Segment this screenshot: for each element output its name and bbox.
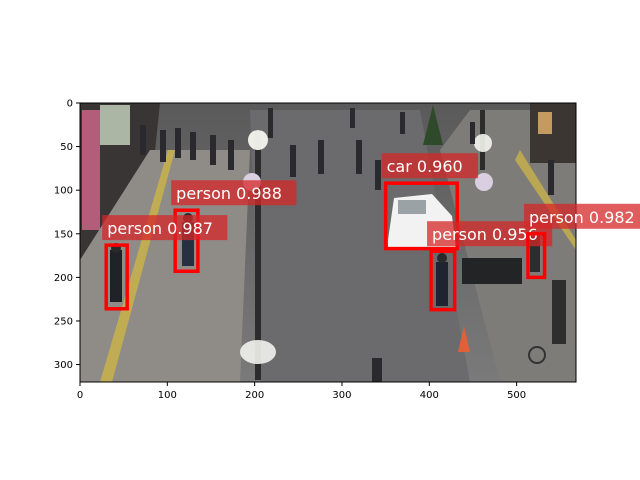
x-tick-label: 200 [245,390,264,401]
detection-label: person 0.987 [107,219,213,238]
detection-label-background [102,215,228,241]
x-tick-label: 0 [77,390,83,401]
y-tick-label: 300 [54,360,73,371]
x-axis: 0 100 200 300 400 500 [77,382,526,401]
detection-label-background [381,153,479,179]
y-tick-label: 150 [54,229,73,240]
x-tick-label: 500 [507,390,526,401]
detection-label: person 0.956 [432,225,538,244]
x-tick-label: 100 [158,390,177,401]
x-tick-label: 400 [420,390,439,401]
detection-layer: person 0.988 person 0.987 car 0.960 person … [102,153,640,312]
detection-label-background [171,180,297,206]
x-tick-label: 300 [332,390,351,401]
y-axis: 0 50 100 150 200 250 300 [54,99,80,371]
y-tick-label: 50 [60,142,73,153]
detection-label: car 0.960 [387,157,463,176]
detection-box [383,181,459,251]
y-tick-label: 200 [54,273,73,284]
y-tick-label: 100 [54,186,73,197]
detection-label-background [523,203,640,229]
detection-box [173,208,200,274]
detection-label: person 0.982 [529,208,635,227]
detection-label: person 0.988 [176,184,282,203]
y-tick-label: 0 [67,99,73,110]
y-tick-label: 250 [54,316,73,327]
detection-box [104,243,129,311]
detection-box [429,249,457,312]
axes-frame [79,102,577,383]
detection-box [526,232,547,280]
